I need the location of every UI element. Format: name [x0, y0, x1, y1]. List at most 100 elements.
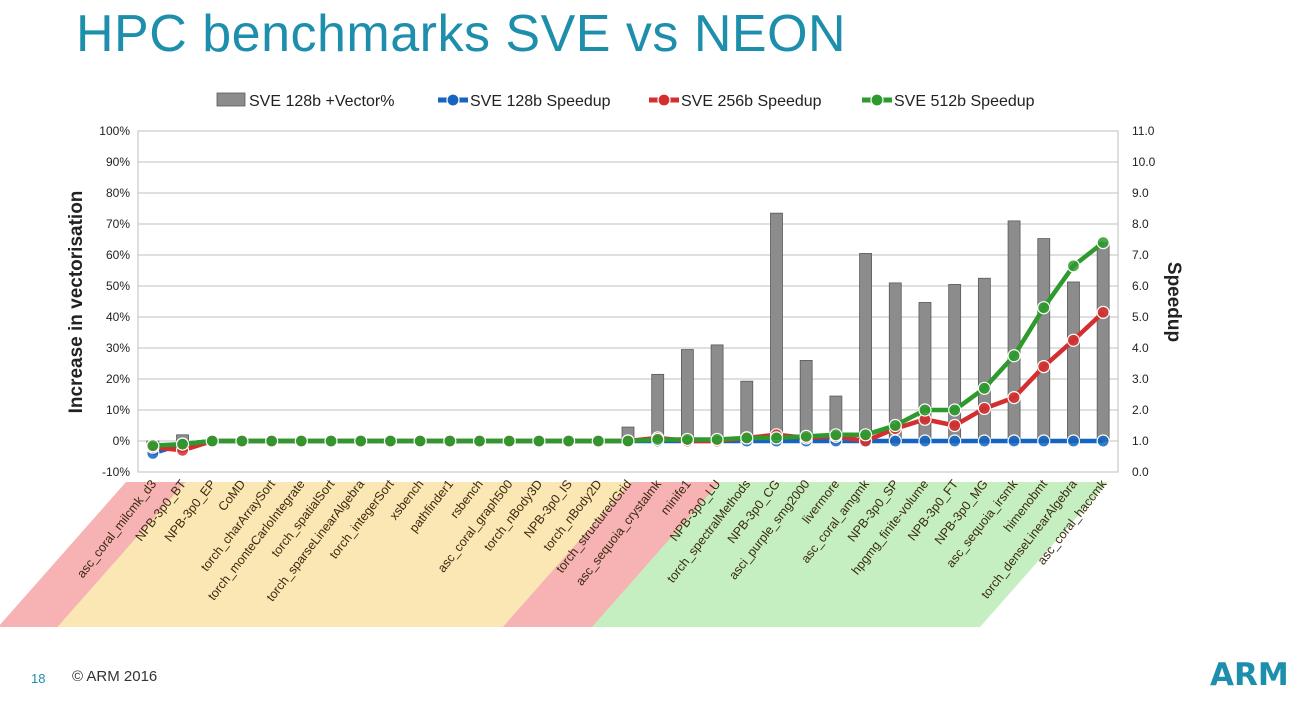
sve512-speedup-point [324, 434, 338, 448]
y2-axis-title: Speedup [1163, 262, 1184, 342]
sve256-speedup-point [1066, 333, 1081, 347]
y-tick-label: 80% [106, 186, 130, 200]
y-tick-label: 90% [106, 155, 130, 169]
y-tick-label: 20% [106, 372, 130, 386]
plot-area [137, 130, 1119, 473]
y2-tick-label: 10.0 [1132, 155, 1156, 169]
sve256-speedup-point [1007, 391, 1021, 405]
y-tick-label: 50% [106, 279, 130, 293]
sve512-speedup-point [502, 434, 516, 448]
legend-label: SVE 512b Speedup [894, 93, 1035, 110]
legend-label: SVE 128b Speedup [470, 93, 611, 110]
y-tick-label: 40% [106, 310, 130, 324]
legend-swatch-marker [446, 93, 460, 107]
arm-logo: ARM [1210, 657, 1289, 693]
y2-tick-label: 11.0 [1132, 124, 1155, 138]
sve512-speedup-point [799, 429, 813, 443]
y2-tick-label: 3.0 [1132, 372, 1149, 386]
sve128-speedup-point [977, 434, 991, 448]
y2-tick-label: 6.0 [1132, 279, 1149, 293]
sve512-speedup-point [769, 431, 784, 445]
category-band-red [502, 482, 722, 627]
sve512-speedup-point [977, 381, 991, 395]
bar-vector-pct [1037, 238, 1051, 442]
legend-label: SVE 256b Speedup [681, 93, 822, 110]
category-band-yellow [57, 482, 633, 627]
bar-vector-pct [651, 373, 665, 442]
sve128-speedup-point [1037, 434, 1051, 448]
bar-vector-pct [680, 349, 694, 442]
sve512-speedup-point [413, 434, 427, 448]
legend-swatch-marker [870, 93, 884, 107]
sve512-speedup-point [443, 434, 457, 448]
sve512-speedup-point [472, 434, 487, 448]
sve512-speedup-point [948, 403, 962, 417]
y2-tick-label: 2.0 [1132, 403, 1149, 417]
y-tick-label: 60% [106, 248, 130, 262]
sve512-speedup-point [265, 434, 279, 448]
sve512-speedup-point [1096, 236, 1110, 250]
y2-tick-label: 8.0 [1132, 217, 1149, 231]
legend-swatch-bar [216, 92, 246, 107]
sve512-speedup-point [294, 434, 308, 448]
copyright-text: © ARM 2016 [72, 668, 158, 685]
bar-vector-pct [859, 253, 872, 442]
category-band-red [0, 482, 188, 627]
sve128-speedup-point [1007, 434, 1021, 448]
sve512-speedup-point [1037, 301, 1051, 315]
sve512-speedup-point [1066, 259, 1081, 273]
bar-vector-pct [1067, 281, 1080, 442]
bar-vector-pct [977, 277, 991, 442]
bar-vector-pct [1096, 242, 1110, 442]
y2-tick-label: 5.0 [1132, 310, 1149, 324]
sve512-speedup-point [710, 432, 724, 447]
y2-tick-label: 1.0 [1132, 434, 1149, 448]
bar-vector-pct [948, 284, 962, 442]
slide-title: HPC benchmarks SVE vs NEON [76, 5, 847, 63]
sve512-speedup-point [829, 428, 843, 442]
sve512-speedup-point [621, 434, 635, 448]
sve256-speedup-point [948, 418, 962, 433]
sve128-speedup-point [1096, 434, 1110, 448]
y2-tick-label: 4.0 [1132, 341, 1149, 355]
sve128-speedup-point [1066, 434, 1081, 448]
legend-swatch-marker [657, 93, 671, 107]
sve512-speedup-point [235, 434, 249, 448]
sve512-speedup-point [740, 431, 754, 445]
sve512-speedup-point [175, 437, 190, 451]
sve512-speedup-point [383, 434, 398, 448]
sve256-speedup-point [1096, 305, 1110, 319]
sve512-speedup-point [532, 434, 546, 448]
y-tick-label: 30% [106, 341, 130, 355]
y-axis-title: Increase in vectorisation [66, 191, 87, 414]
sve256-speedup-point [977, 401, 991, 416]
category-band-green [591, 482, 1108, 627]
sve512-speedup-point [146, 439, 160, 453]
sve512-speedup-point [1007, 349, 1021, 363]
sve512-speedup-point [562, 434, 576, 448]
bar-vector-pct [1007, 220, 1021, 442]
sve512-speedup-point [651, 432, 665, 447]
sve512-speedup-point [888, 418, 902, 433]
sve256-speedup-point [1037, 360, 1051, 374]
sve128-speedup-point [888, 434, 902, 448]
sve512-speedup-point [591, 434, 605, 448]
sve512-speedup-point [858, 428, 873, 442]
sve128-speedup-point [918, 434, 932, 448]
y-tick-label: -10% [102, 465, 130, 479]
y2-tick-label: 7.0 [1132, 248, 1149, 262]
bar-vector-pct [888, 282, 902, 442]
bar-vector-pct [799, 359, 813, 442]
y-tick-label: 70% [106, 217, 130, 231]
sve512-speedup-point [680, 432, 694, 447]
sve512-speedup-point [354, 434, 368, 448]
sve512-speedup-point [918, 403, 932, 417]
y-tick-label: 0% [113, 434, 131, 448]
legend-label: SVE 128b +Vector% [249, 93, 394, 110]
sve512-speedup-point [205, 434, 219, 448]
page-number: 18 [31, 671, 46, 686]
y-tick-label: 10% [106, 403, 130, 417]
bar-vector-pct [770, 212, 783, 442]
bar-vector-pct [710, 344, 724, 442]
